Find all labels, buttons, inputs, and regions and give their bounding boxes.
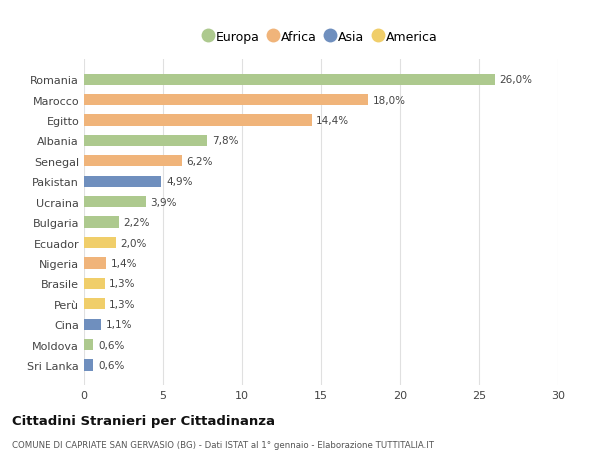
- Bar: [84, 74, 495, 86]
- Text: 1,1%: 1,1%: [106, 319, 133, 330]
- Bar: [84, 176, 161, 187]
- Bar: [84, 319, 101, 330]
- Bar: [84, 258, 106, 269]
- Bar: [84, 115, 311, 126]
- Bar: [84, 95, 368, 106]
- Text: 2,2%: 2,2%: [124, 218, 150, 228]
- Text: 6,2%: 6,2%: [187, 157, 213, 167]
- Text: 7,8%: 7,8%: [212, 136, 238, 146]
- Legend: Europa, Africa, Asia, America: Europa, Africa, Asia, America: [201, 27, 441, 47]
- Bar: [84, 298, 104, 310]
- Text: COMUNE DI CAPRIATE SAN GERVASIO (BG) - Dati ISTAT al 1° gennaio - Elaborazione T: COMUNE DI CAPRIATE SAN GERVASIO (BG) - D…: [12, 441, 434, 449]
- Text: 1,3%: 1,3%: [109, 279, 136, 289]
- Text: 18,0%: 18,0%: [373, 95, 406, 106]
- Text: 1,4%: 1,4%: [111, 258, 137, 269]
- Bar: [84, 237, 116, 249]
- Bar: [84, 135, 207, 147]
- Text: 4,9%: 4,9%: [166, 177, 193, 187]
- Bar: [84, 359, 94, 371]
- Text: Cittadini Stranieri per Cittadinanza: Cittadini Stranieri per Cittadinanza: [12, 414, 275, 428]
- Text: 1,3%: 1,3%: [109, 299, 136, 309]
- Bar: [84, 217, 119, 228]
- Bar: [84, 156, 182, 167]
- Bar: [84, 278, 104, 289]
- Text: 0,6%: 0,6%: [98, 360, 125, 370]
- Text: 2,0%: 2,0%: [121, 238, 147, 248]
- Text: 0,6%: 0,6%: [98, 340, 125, 350]
- Text: 26,0%: 26,0%: [500, 75, 533, 85]
- Bar: [84, 196, 146, 208]
- Text: 14,4%: 14,4%: [316, 116, 349, 126]
- Text: 3,9%: 3,9%: [151, 197, 177, 207]
- Bar: [84, 339, 94, 350]
